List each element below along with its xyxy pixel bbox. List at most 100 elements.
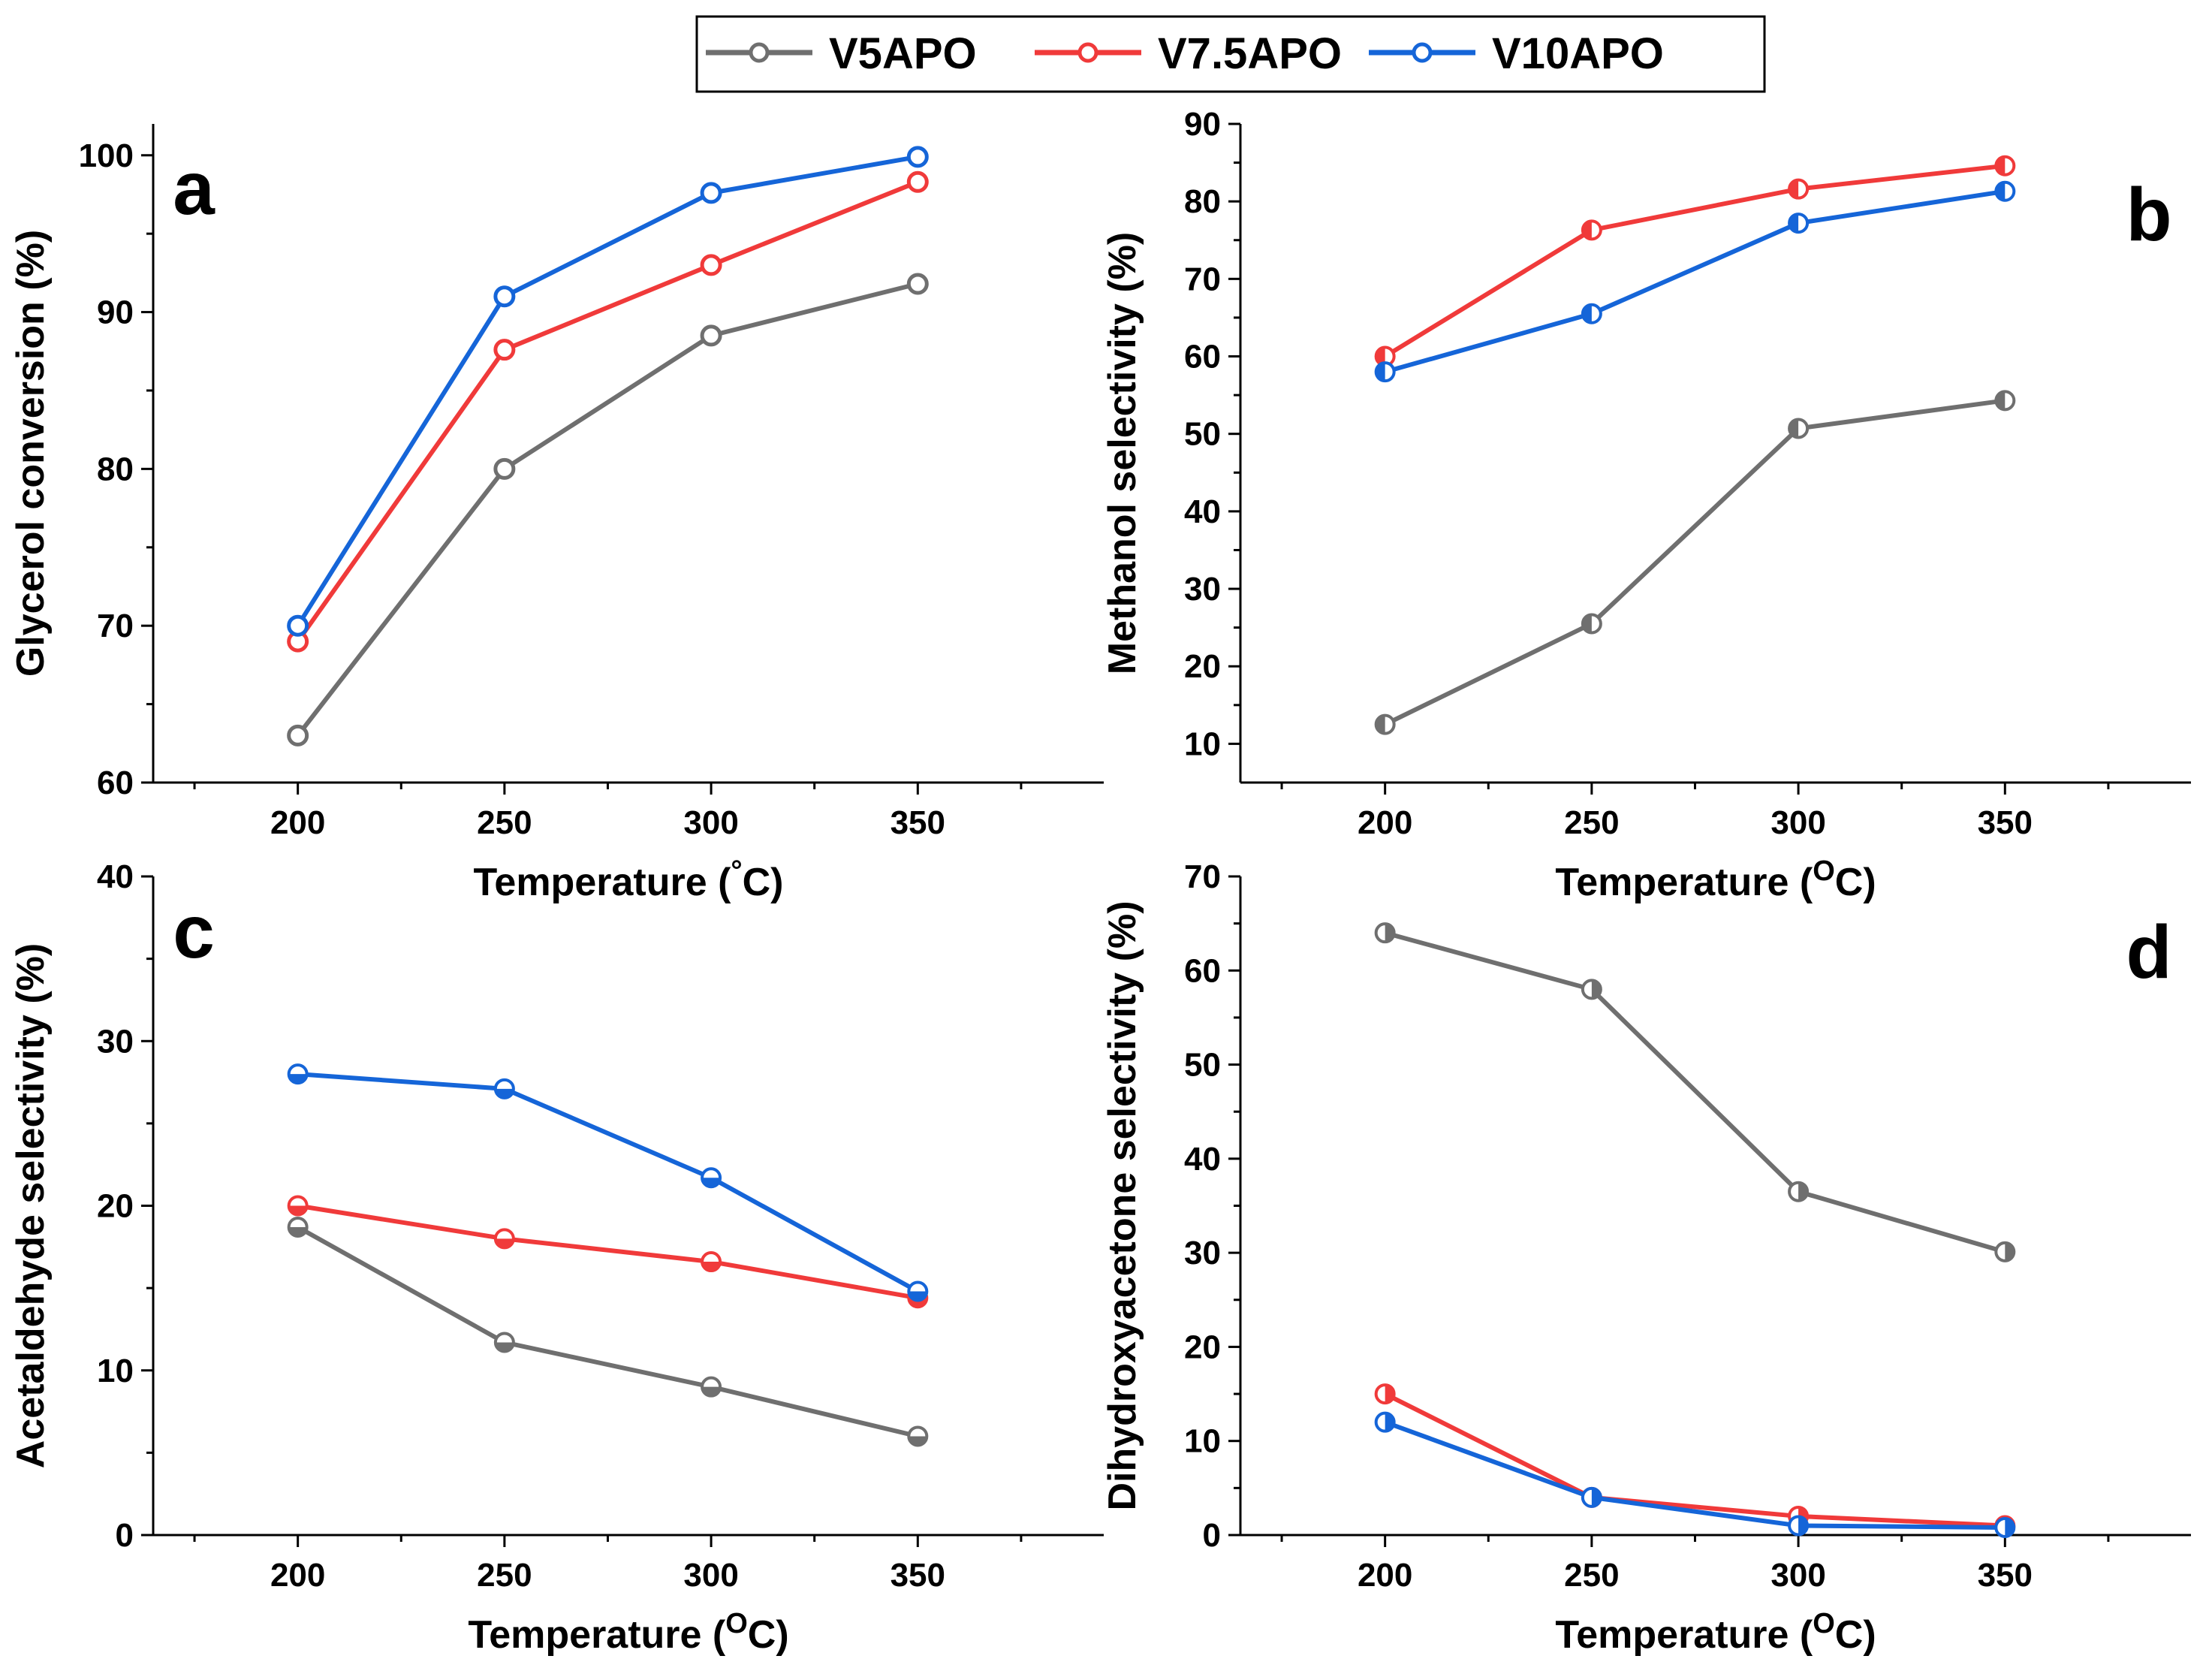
y-axis-title: Acetaldehyde selectivity (%) [9,943,53,1468]
data-point [701,1167,722,1189]
marker-ring [287,1217,309,1238]
x-tick-label: 350 [1978,804,2033,841]
panel-letter: c [173,890,215,974]
y-tick-label: 20 [97,1188,134,1225]
data-point [1788,418,1810,439]
panel-letter: b [2126,173,2171,257]
x-tick-label: 300 [683,1557,738,1594]
data-point [1374,1411,1396,1433]
legend-label: V7.5APO [1158,29,1342,78]
series-v5apo [287,273,929,746]
series-v10apo [287,146,929,637]
marker-ring [907,1425,929,1447]
data-point [493,1228,515,1250]
series-line [297,1072,919,1294]
series-line [296,179,919,643]
marker-ring [1581,303,1602,324]
series-line [1384,1419,2006,1530]
marker-ring [1788,1515,1810,1537]
y-tick-label: 70 [97,608,134,644]
x-tick-label: 250 [477,804,532,841]
series-v5apo [287,1217,929,1447]
y-tick-label: 0 [116,1517,134,1554]
marker-ring [1374,361,1396,383]
y-tick-label: 30 [1184,571,1221,608]
y-axis-title: Methanol selectivity (%) [1101,232,1144,674]
data-point [1581,219,1602,241]
legend-marker [749,42,770,63]
x-axis-title: Temperature (°C) [474,855,784,904]
data-point [1581,979,1602,1000]
y-tick-label: 40 [97,858,134,895]
data-point [701,1251,722,1273]
marker-ring [493,1228,515,1250]
data-point [1994,155,2016,176]
data-point [1374,345,1396,367]
chart-panel-b: 10 20 30 40 50 60 70 80 90 200 250 300 350 Temperatur… [1101,106,2191,904]
data-point [1374,1383,1396,1405]
data-point [287,724,309,746]
marker-ring [1581,1486,1602,1508]
data-point [493,285,516,308]
series-v10apo [1374,180,2016,383]
x-tick-label: 300 [1771,804,1825,841]
data-point [906,146,929,168]
x-tick-label: 200 [1358,1557,1412,1594]
series-v10apo [287,1063,929,1302]
data-point [493,339,516,361]
marker-ring [1994,390,2016,412]
y-tick-label: 50 [1184,1047,1221,1084]
y-tick-label: 10 [1184,1423,1221,1460]
x-tick-label: 350 [891,1557,945,1594]
marker-ring [1374,922,1396,944]
y-tick-label: 80 [97,451,134,487]
data-point [701,1376,722,1398]
legend-entry: V10APO [1369,29,1664,78]
marker-ring [1581,979,1602,1000]
data-point [1374,922,1396,944]
x-tick-label: 200 [270,804,325,841]
series-line [297,1203,918,1301]
data-point [1581,613,1602,635]
marker-ring [1788,1181,1810,1202]
marker-ring [1994,155,2016,176]
x-tick-label: 200 [1358,804,1412,841]
y-tick-label: 60 [1184,339,1221,376]
y-tick-label: 20 [1184,1329,1221,1365]
data-point [906,273,929,295]
panel-letter: a [173,146,215,231]
data-point [493,457,516,480]
data-point [1994,180,2016,202]
marker-ring [1788,418,1810,439]
data-point [287,1063,309,1085]
y-tick-label: 30 [97,1023,134,1060]
marker-ring [493,1332,515,1353]
y-tick-label: 10 [1184,725,1221,762]
data-point [1788,213,1810,234]
marker-ring [701,1376,722,1398]
data-point [493,1078,515,1099]
y-tick-label: 20 [1184,648,1221,685]
y-tick-label: 40 [1184,493,1221,530]
chart-panel-a: 60 70 80 90 100 200 250 300 350 Temperature (°C) G… [9,124,1104,904]
series-line [1384,1392,2006,1528]
x-axis-title: Temperature (OC) [468,1608,788,1657]
series-v7-5apo [287,170,929,653]
data-point [1994,390,2016,412]
marker-ring [1374,1383,1396,1405]
legend-entry: V5APO [706,29,977,78]
x-tick-label: 250 [477,1557,532,1594]
x-tick-label: 300 [683,804,738,841]
y-axis-title: Glycerol conversion (%) [9,230,53,677]
y-axis-title: Dihydroxyacetone selectivity (%) [1101,900,1144,1510]
series-line [297,1225,919,1439]
data-point [1788,1181,1810,1202]
y-tick-label: 60 [97,765,134,801]
x-tick-label: 350 [1978,1557,2033,1594]
marker-ring [701,1251,722,1273]
y-tick-label: 50 [1184,416,1221,453]
y-tick-label: 90 [1184,106,1221,143]
legend-marker [1412,42,1433,63]
